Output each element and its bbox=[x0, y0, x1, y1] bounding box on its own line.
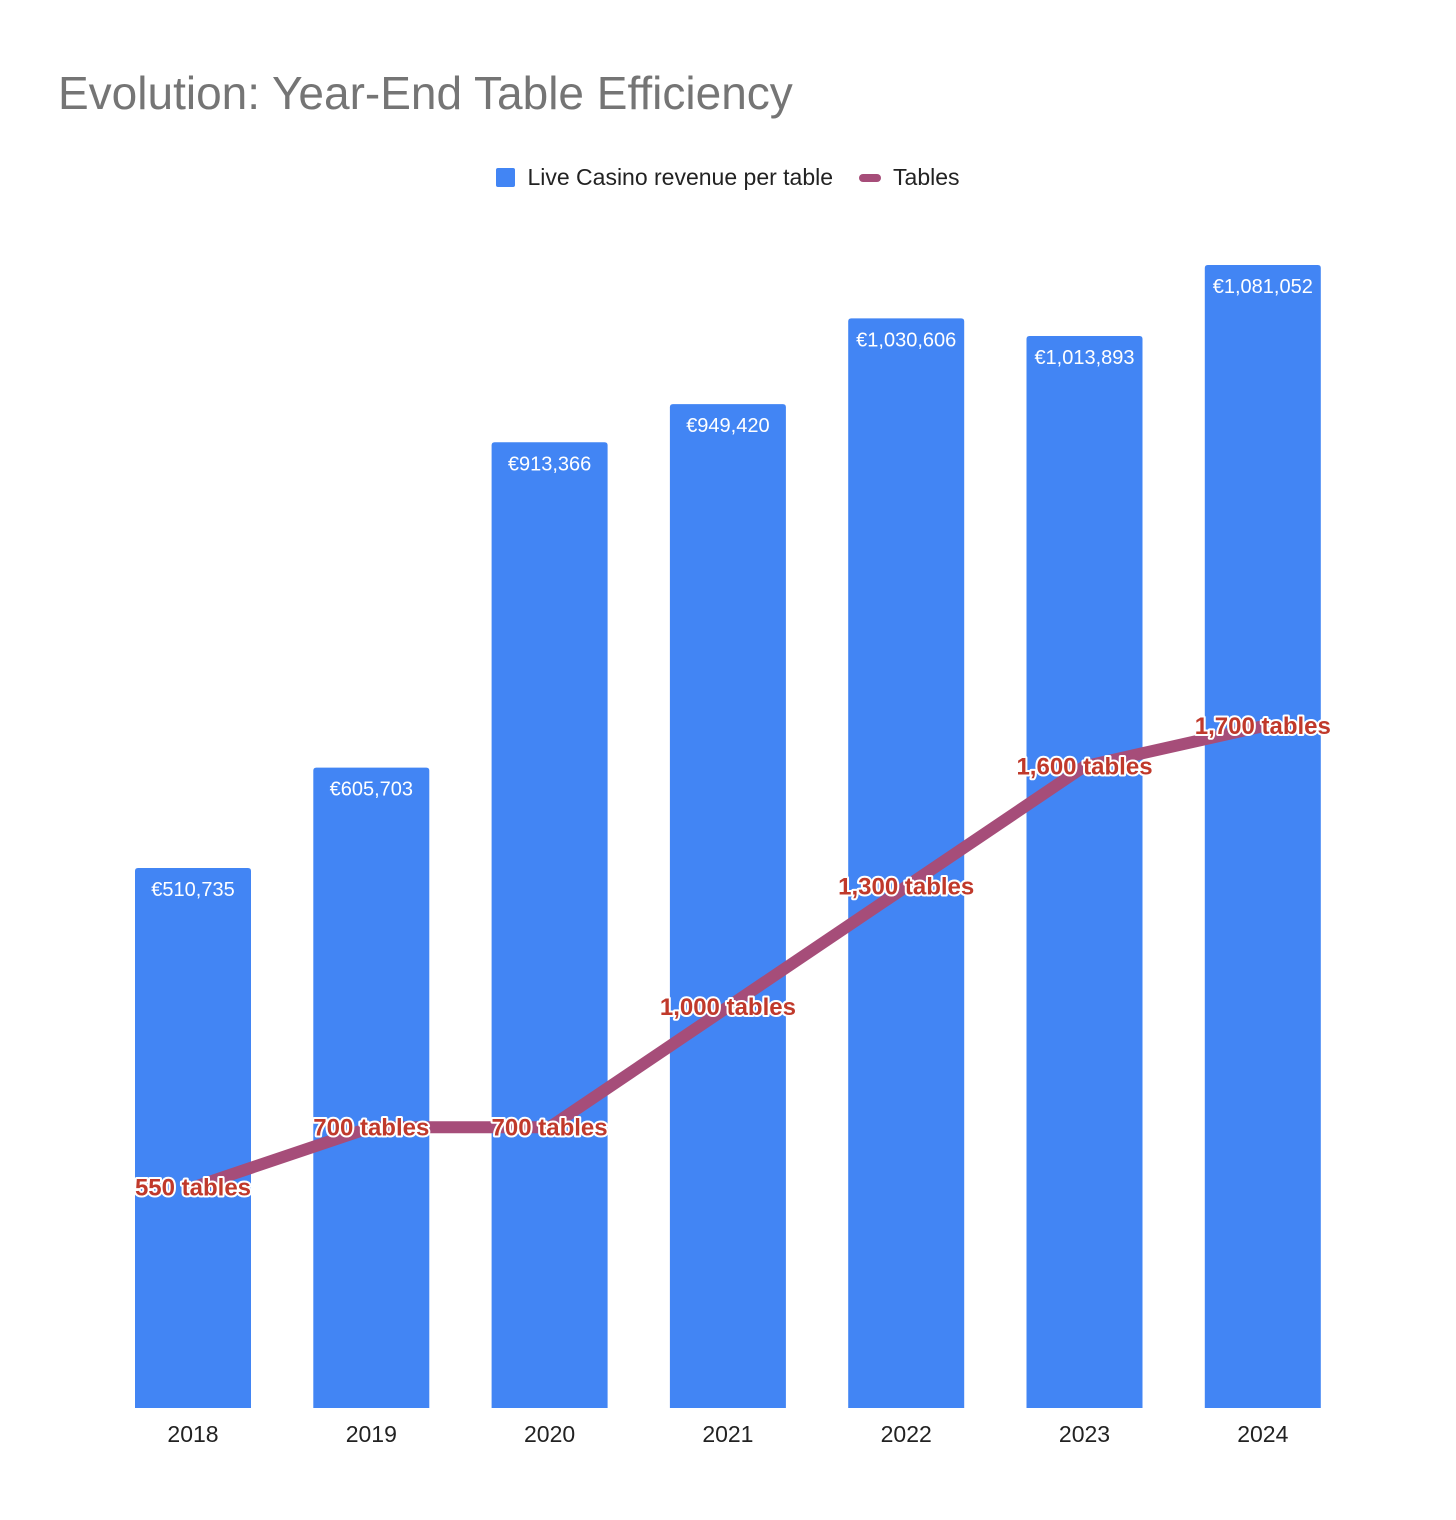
bar-value-label-2024: €1,081,052 bbox=[1213, 276, 1313, 298]
tables-value-label-2019: 700 tables bbox=[313, 1114, 429, 1141]
bar-value-label-2022: €1,030,606 bbox=[856, 329, 956, 351]
bar-value-label-2020: €913,366 bbox=[508, 453, 591, 475]
tables-value-label-2020: 700 tables bbox=[492, 1114, 608, 1141]
bar-2018 bbox=[135, 867, 251, 1408]
tables-value-label-2022: 1,300 tables bbox=[838, 874, 974, 901]
x-tick-label-2020: 2020 bbox=[524, 1421, 575, 1447]
x-tick-label-2018: 2018 bbox=[167, 1421, 218, 1447]
legend: Live Casino revenue per table Tables bbox=[0, 164, 1456, 191]
bar-2021 bbox=[669, 404, 786, 1409]
bar-value-label-2018: €510,735 bbox=[151, 879, 234, 901]
legend-label-revenue: Live Casino revenue per table bbox=[527, 164, 834, 190]
bar-2022 bbox=[848, 318, 965, 1409]
legend-item-revenue: Live Casino revenue per table bbox=[496, 164, 833, 191]
x-tick-label-2024: 2024 bbox=[1237, 1421, 1288, 1447]
legend-label-tables: Tables bbox=[893, 164, 960, 190]
tables-value-label-2018: 550 tables bbox=[135, 1174, 251, 1201]
bar-2020 bbox=[491, 442, 608, 1408]
tables-value-label-2023: 1,600 tables bbox=[1016, 753, 1152, 780]
chart-title: Evolution: Year-End Table Efficiency bbox=[58, 67, 793, 119]
bar-value-label-2019: €605,703 bbox=[330, 779, 413, 801]
tables-value-label-2024: 1,700 tables bbox=[1195, 713, 1331, 740]
legend-swatch-revenue bbox=[496, 168, 516, 187]
tables-line bbox=[187, 720, 1269, 1194]
x-tick-label-2021: 2021 bbox=[702, 1421, 753, 1447]
x-tick-label-2023: 2023 bbox=[1059, 1421, 1110, 1447]
bar-2019 bbox=[313, 767, 430, 1408]
bar-2024 bbox=[1204, 265, 1321, 1408]
bar-2023 bbox=[1026, 336, 1143, 1408]
bar-value-label-2021: €949,420 bbox=[686, 415, 769, 437]
x-tick-label-2022: 2022 bbox=[881, 1421, 932, 1447]
bar-value-label-2023: €1,013,893 bbox=[1034, 347, 1134, 369]
x-tick-label-2019: 2019 bbox=[346, 1421, 397, 1447]
legend-swatch-tables bbox=[859, 173, 882, 182]
tables-value-label-2021: 1,000 tables bbox=[660, 994, 796, 1021]
legend-item-tables: Tables bbox=[859, 164, 960, 191]
